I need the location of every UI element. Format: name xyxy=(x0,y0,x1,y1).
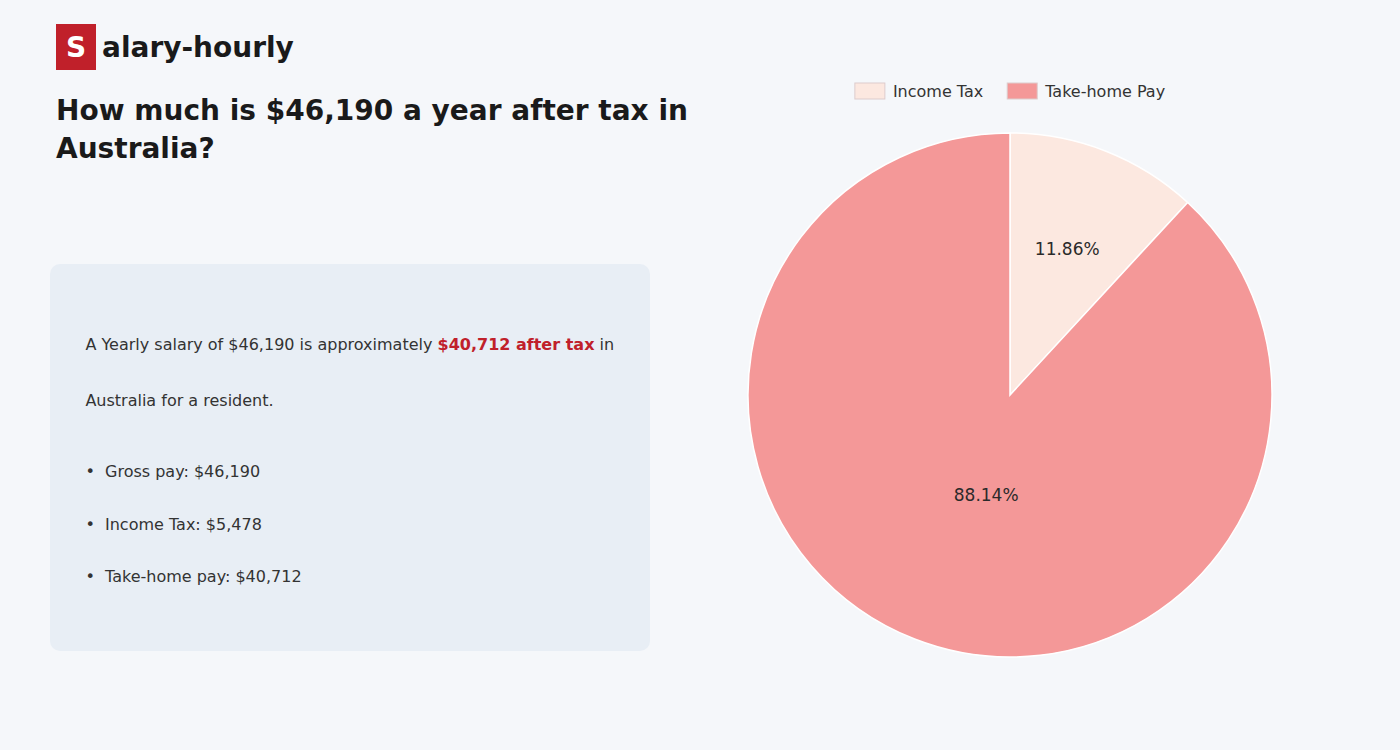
data-label: 88.14% xyxy=(954,485,1019,505)
legend-swatch xyxy=(1007,83,1037,99)
logo-letter: S xyxy=(66,31,86,64)
data-labels: 11.86% 88.14% xyxy=(954,239,1100,506)
logo-box xyxy=(56,24,96,70)
info-highlight: $40,712 after tax xyxy=(438,335,596,354)
info-box: A Yearly salary of $46,190 is approximat… xyxy=(50,264,650,651)
legend: Income Tax Take-home Pay xyxy=(855,82,1165,101)
info-bullet: • Income Tax: $5,478 xyxy=(85,515,261,534)
legend-item: Income Tax xyxy=(855,82,983,101)
info-text: Australia for a resident. xyxy=(85,391,273,410)
background xyxy=(0,0,1400,750)
legend-swatch xyxy=(855,83,885,99)
title: How much is $46,190 a year after tax in A… xyxy=(56,94,688,165)
legend-label: Take-home Pay xyxy=(1044,82,1165,101)
logo-text: alary-hourly xyxy=(102,31,294,64)
title-line: How much is $46,190 a year after tax in xyxy=(56,94,688,127)
logo: Salary-hourly xyxy=(56,24,294,70)
pie xyxy=(748,133,1272,657)
legend-item: Take-home Pay xyxy=(1007,82,1165,101)
info-box-background xyxy=(50,264,650,651)
info-bullet: • Take-home pay: $40,712 xyxy=(85,567,301,586)
data-label: 11.86% xyxy=(1035,239,1100,259)
title-line: Australia? xyxy=(56,132,215,165)
info-line: A Yearly salary of $46,190 is approximat… xyxy=(85,335,614,354)
info-text: in xyxy=(594,335,614,354)
legend-label: Income Tax xyxy=(893,82,983,101)
info-text: A Yearly salary of $46,190 is approximat… xyxy=(85,335,437,354)
pie-slice xyxy=(748,133,1272,657)
chart-root: Salary-hourly How much is $46,190 a year … xyxy=(0,0,1400,750)
info-bullet: • Gross pay: $46,190 xyxy=(85,462,260,481)
